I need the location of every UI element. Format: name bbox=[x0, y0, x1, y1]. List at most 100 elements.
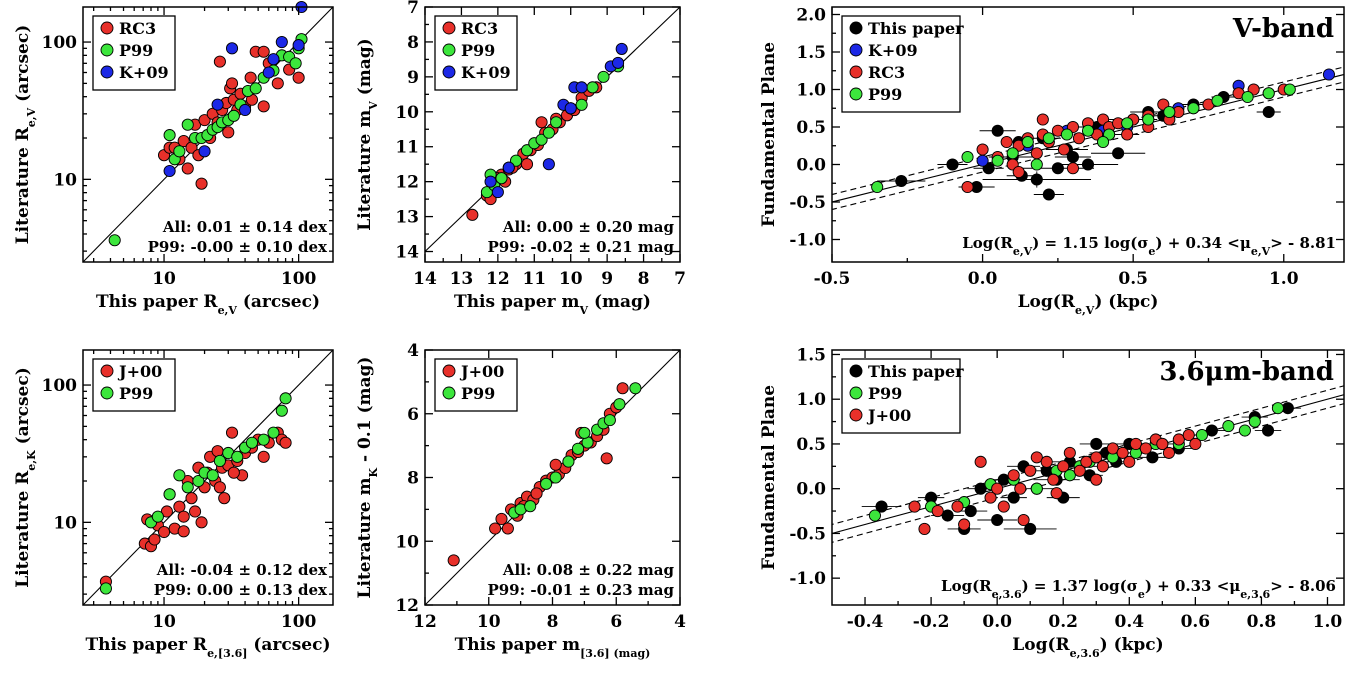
data-point bbox=[1007, 469, 1020, 482]
data-point bbox=[1116, 446, 1129, 459]
data-point bbox=[613, 398, 626, 411]
data-point bbox=[1051, 162, 1064, 175]
data-point bbox=[502, 161, 515, 174]
legend-label: K+09 bbox=[119, 63, 169, 82]
data-point bbox=[603, 414, 616, 427]
legend-label: This paper bbox=[868, 19, 964, 38]
data-point bbox=[1072, 132, 1086, 145]
x-tick-label: 0.0 bbox=[982, 612, 1012, 632]
y-tick-label: 2.0 bbox=[796, 6, 826, 26]
x-tick-label: 13 bbox=[450, 269, 474, 289]
data-point bbox=[961, 150, 974, 164]
data-point bbox=[466, 208, 479, 221]
data-point bbox=[964, 505, 977, 518]
data-point bbox=[1030, 482, 1043, 495]
x-tick-label: 0.8 bbox=[1247, 612, 1277, 632]
data-point bbox=[1000, 135, 1013, 149]
y-tick-label: 1.5 bbox=[796, 43, 826, 63]
data-point bbox=[275, 404, 288, 417]
legend-label: RC3 bbox=[461, 19, 498, 38]
data-point bbox=[571, 442, 585, 455]
legend-marker bbox=[849, 65, 863, 79]
data-point bbox=[1205, 424, 1218, 437]
data-point bbox=[946, 158, 959, 171]
x-tick-label: 12 bbox=[413, 612, 437, 632]
data-point bbox=[1030, 158, 1043, 171]
legend-marker bbox=[100, 386, 114, 400]
legend-marker bbox=[100, 364, 114, 378]
y-tick-label: 10 bbox=[395, 103, 419, 123]
data-point bbox=[257, 450, 270, 463]
data-point bbox=[225, 77, 239, 90]
series-p99 bbox=[508, 382, 642, 519]
x-tick-label: 100 bbox=[281, 612, 317, 632]
y-tick-label: 100 bbox=[42, 376, 78, 396]
y-axis-title: Fundamental Plane bbox=[759, 42, 779, 227]
y-tick-label: 4 bbox=[407, 341, 419, 361]
legend-label: K+09 bbox=[868, 41, 918, 60]
data-point bbox=[1097, 135, 1110, 149]
x-tick-label: 0.6 bbox=[1181, 612, 1211, 632]
data-point bbox=[163, 488, 176, 501]
data-point bbox=[991, 154, 1004, 167]
data-point bbox=[1195, 428, 1209, 442]
data-point bbox=[495, 172, 508, 185]
legend-marker bbox=[100, 65, 114, 79]
y-tick-label: 12 bbox=[395, 173, 419, 193]
data-point bbox=[1106, 442, 1119, 455]
stats-annotation: All: 0.08 ± 0.22 mag bbox=[502, 561, 675, 579]
data-point bbox=[961, 180, 974, 194]
x-tick-label: 0.0 bbox=[968, 269, 998, 289]
data-point bbox=[524, 500, 537, 513]
panel-reK: 10 100 10 100 This paper Re,[3.6] (arcsec) Li… bbox=[13, 349, 334, 660]
data-point bbox=[1007, 491, 1020, 504]
data-point bbox=[1081, 158, 1095, 171]
legend-marker bbox=[100, 43, 114, 57]
data-point bbox=[1090, 437, 1103, 450]
data-point bbox=[868, 509, 881, 522]
data-point bbox=[1014, 482, 1027, 495]
data-point bbox=[1057, 460, 1070, 473]
data-point bbox=[1271, 402, 1284, 415]
data-point bbox=[991, 513, 1004, 527]
data-point bbox=[1112, 147, 1125, 160]
data-point bbox=[1121, 117, 1134, 130]
legend-label: K+09 bbox=[461, 63, 511, 82]
data-point bbox=[211, 445, 224, 458]
panel-fp36: -0.4 -0.2 0.0 0.2 0.4 0.6 0.8 1.0 -1.0 -0.5 0.0 0.5… bbox=[759, 345, 1345, 660]
data-point bbox=[629, 382, 642, 395]
legend-marker bbox=[442, 386, 456, 400]
data-point bbox=[279, 436, 292, 449]
data-point bbox=[1030, 173, 1043, 186]
data-point bbox=[192, 474, 205, 488]
data-point bbox=[218, 492, 231, 505]
data-point bbox=[189, 505, 202, 518]
stats-annotation: P99: 0.00 ± 0.13 dex bbox=[154, 581, 328, 599]
data-point bbox=[1172, 433, 1185, 446]
legend-label: J+00 bbox=[866, 406, 911, 425]
data-point bbox=[520, 144, 534, 157]
data-point bbox=[1139, 442, 1152, 455]
y-tick-label: 12 bbox=[395, 596, 419, 616]
data-point bbox=[181, 481, 194, 494]
stats-annotation: P99: -0.01 ± 0.23 mag bbox=[487, 581, 674, 599]
data-point bbox=[491, 186, 504, 199]
data-point bbox=[227, 109, 240, 122]
panel-title: 3.6μm-band bbox=[1159, 357, 1334, 387]
y-tick-label: 10 bbox=[53, 513, 77, 533]
data-point bbox=[1012, 165, 1025, 179]
data-point bbox=[918, 522, 931, 535]
legend-marker bbox=[442, 21, 456, 35]
data-point bbox=[181, 118, 194, 131]
legend-label: J+00 bbox=[459, 362, 504, 381]
data-point bbox=[1042, 188, 1055, 201]
stats-annotation: P99: -0.00 ± 0.10 dex bbox=[148, 238, 328, 256]
x-axis-title: Log(Re,3.6) (kpc) bbox=[1012, 635, 1163, 660]
data-point bbox=[185, 492, 198, 505]
data-point bbox=[616, 382, 629, 395]
y-tick-label: 0.5 bbox=[796, 435, 826, 455]
legend-marker bbox=[849, 43, 863, 57]
data-point bbox=[1146, 451, 1159, 464]
data-point bbox=[262, 66, 275, 79]
data-point bbox=[177, 510, 190, 523]
